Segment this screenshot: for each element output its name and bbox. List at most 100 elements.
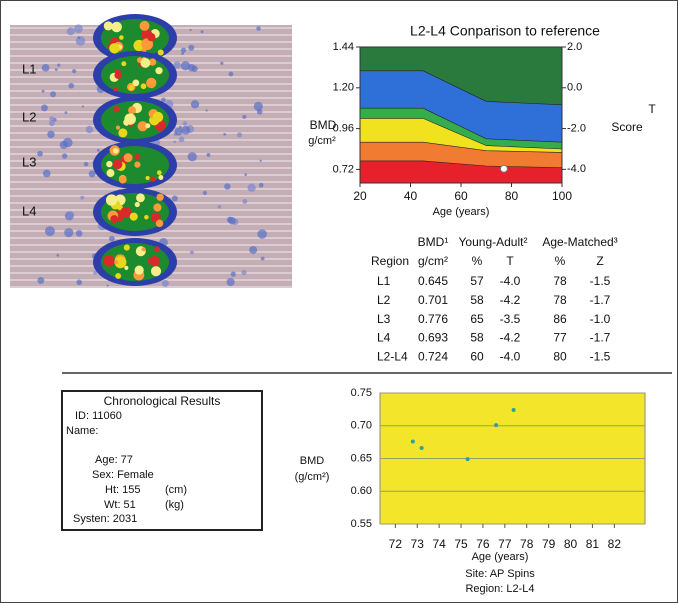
scan-speck	[60, 141, 68, 149]
note: Region: L2-L4	[465, 583, 534, 595]
scan-speck	[231, 271, 236, 276]
scan-speck	[254, 102, 263, 111]
scan-speck	[43, 170, 51, 178]
vertebra-spot	[103, 255, 114, 266]
table-cell: 0.724	[418, 349, 448, 363]
x-tick-label: 81	[586, 537, 600, 551]
scan-speck	[181, 52, 184, 55]
table-cell: L4	[377, 331, 391, 345]
table-cell: 65	[470, 312, 484, 326]
scan-speck	[183, 121, 187, 125]
scan-speck	[64, 228, 73, 237]
table-cell: 80	[553, 349, 567, 363]
vertebra-spot	[121, 61, 126, 66]
vertebra-spot	[110, 215, 118, 223]
x-tick-label: 72	[389, 537, 403, 551]
table-header: %	[555, 254, 566, 268]
data-point	[512, 408, 516, 412]
scan-speck	[45, 226, 55, 236]
x-tick-label: 75	[454, 537, 468, 551]
info-line: Wt: 51	[104, 499, 136, 511]
table-header: Region	[371, 254, 409, 268]
vertebra-spot	[114, 87, 119, 92]
vertebra-spot	[116, 126, 120, 130]
info-line: (kg)	[165, 499, 184, 511]
scan-speck	[260, 160, 262, 162]
vertebra-spot	[158, 175, 163, 180]
x-axis-label: Age (years)	[472, 551, 529, 563]
table-header: Young-Adult²	[459, 235, 528, 249]
scan-speck	[57, 64, 60, 67]
vertebra-spot	[142, 247, 146, 251]
scan-speck	[244, 173, 247, 176]
scan-speck	[203, 191, 207, 195]
vertebra-spot	[144, 215, 148, 219]
scan-speck	[76, 230, 83, 237]
x-tick-label: 79	[542, 537, 556, 551]
scan-speck	[68, 83, 74, 89]
vertebra-spot	[106, 161, 112, 167]
vertebra-spot	[140, 21, 150, 31]
scan-speck	[248, 184, 256, 192]
table-cell: 78	[553, 293, 567, 307]
table-header: Z	[596, 254, 603, 268]
data-point	[411, 439, 415, 443]
scan-speck	[86, 126, 93, 133]
y2-tick-label: -2.0	[567, 122, 586, 134]
vertebra-spot	[134, 162, 140, 168]
scan-speck	[80, 196, 84, 200]
x-tick-label: 20	[353, 189, 367, 203]
vertebra-spot	[135, 202, 140, 207]
vertebra-spot	[113, 148, 119, 154]
x-tick-label: 80	[564, 537, 578, 551]
x-tick-label: 77	[498, 537, 512, 551]
scan-speck	[261, 257, 265, 261]
scan-speck	[72, 69, 76, 73]
table-header: BMD¹	[418, 235, 449, 249]
table-cell: 57	[470, 274, 484, 288]
scan-label: L4	[22, 203, 36, 218]
vertebra-spot	[109, 43, 119, 53]
table-cell: 0.693	[418, 331, 448, 345]
data-point	[466, 457, 470, 461]
vertebra-spot	[132, 80, 139, 87]
scan-speck	[218, 205, 222, 209]
table-header: T	[506, 254, 514, 268]
scan-speck	[179, 136, 185, 142]
table-cell: -4.0	[500, 274, 521, 288]
table-header: Age-Matched³	[542, 235, 617, 249]
table-cell: -4.2	[500, 331, 521, 345]
x-tick-label: 80	[505, 189, 519, 203]
scan-speck	[162, 280, 169, 287]
vertebra-spot	[134, 154, 140, 160]
scan-speck	[207, 153, 211, 157]
scan-speck	[181, 61, 190, 70]
vertebra-spot	[124, 113, 136, 125]
vertebra-spot	[113, 159, 123, 169]
scan-speck	[256, 26, 261, 31]
scan-speck	[179, 126, 182, 129]
y-axis-label: BMD	[310, 118, 337, 132]
scan-speck	[97, 149, 100, 152]
vertebra-spot	[136, 193, 145, 202]
x-tick-label: 76	[476, 537, 490, 551]
info-line: ID: 11060	[75, 410, 122, 422]
table-cell: -1.7	[590, 293, 611, 307]
info-line: Systen: 2031	[73, 513, 137, 525]
vertebra-spot	[149, 256, 160, 267]
table-cell: 0.645	[418, 274, 448, 288]
table-cell: -3.5	[500, 312, 521, 326]
scan-speck	[65, 111, 68, 114]
y2-tick-label: 2.0	[567, 41, 582, 53]
y-axis-label: BMD	[300, 455, 325, 467]
scan-label: L3	[22, 154, 36, 169]
data-point	[500, 165, 507, 172]
vertebra-spot	[119, 35, 124, 40]
table-cell: -1.5	[590, 349, 611, 363]
scan-speck	[257, 229, 266, 238]
info-line: Sex: Female	[92, 469, 154, 481]
table-cell: 58	[470, 331, 484, 345]
table-cell: -1.5	[590, 274, 611, 288]
y-axis-label: (g/cm²)	[295, 471, 330, 483]
